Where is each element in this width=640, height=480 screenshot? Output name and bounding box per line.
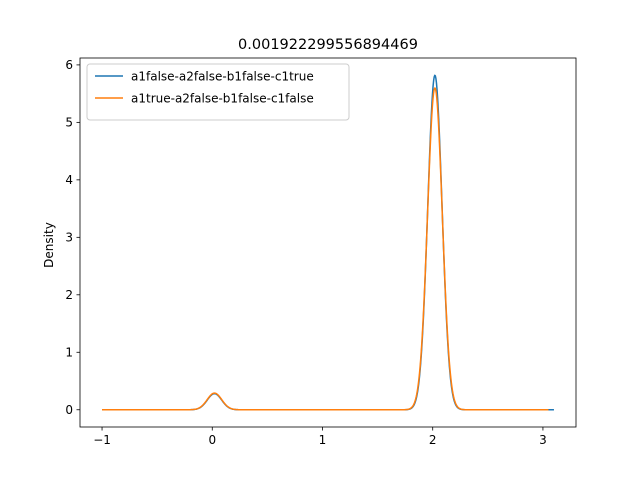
x-tick-label: −1	[93, 433, 111, 447]
y-tick-label: 5	[65, 116, 73, 130]
x-tick-label: 3	[539, 433, 547, 447]
y-tick-label: 4	[65, 173, 73, 187]
y-tick-label: 1	[65, 346, 73, 360]
y-tick-label: 0	[65, 403, 73, 417]
x-tick-label: 0	[208, 433, 216, 447]
x-tick-label: 1	[319, 433, 327, 447]
chart-title: 0.001922299556894469	[238, 37, 418, 53]
x-tick-label: 2	[429, 433, 437, 447]
y-axis-label: Density	[42, 222, 56, 268]
series-line-2	[101, 87, 549, 411]
y-tick-label: 2	[65, 288, 73, 302]
y-tick-label: 6	[65, 58, 73, 72]
plot-area	[101, 74, 555, 411]
legend-label-1: a1false-a2false-b1false-c1true	[131, 69, 314, 83]
legend-box	[86, 63, 350, 121]
axis-ticks: −1 0 1 2 3 0 1 2 3 4 5 6	[65, 58, 546, 447]
axes-frame	[79, 57, 577, 428]
legend: a1false-a2false-b1false-c1true a1true-a2f…	[86, 63, 350, 121]
legend-label-2: a1true-a2false-b1false-c1false	[131, 91, 314, 105]
y-tick-label: 3	[65, 231, 73, 245]
